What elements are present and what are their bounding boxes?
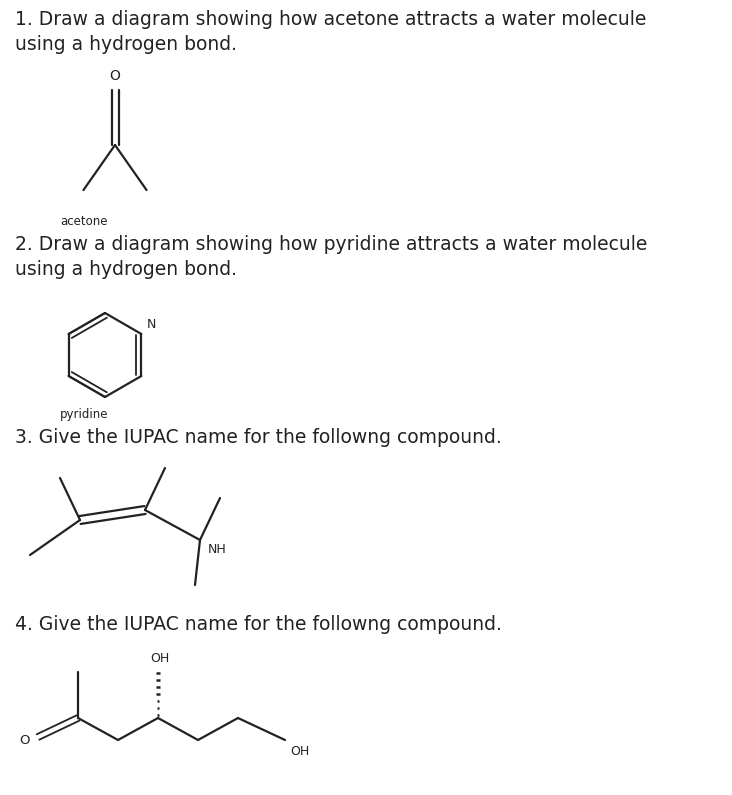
Text: N: N [146, 318, 156, 331]
Text: pyridine: pyridine [60, 408, 108, 421]
Text: NH: NH [208, 543, 227, 556]
Text: 2. Draw a diagram showing how pyridine attracts a water molecule
using a hydroge: 2. Draw a diagram showing how pyridine a… [15, 235, 647, 279]
Text: 3. Give the IUPAC name for the followng compound.: 3. Give the IUPAC name for the followng … [15, 428, 501, 447]
Text: 1. Draw a diagram showing how acetone attracts a water molecule
using a hydrogen: 1. Draw a diagram showing how acetone at… [15, 10, 646, 54]
Text: OH: OH [290, 745, 309, 758]
Text: acetone: acetone [60, 215, 108, 228]
Text: 4. Give the IUPAC name for the followng compound.: 4. Give the IUPAC name for the followng … [15, 615, 502, 634]
Text: O: O [20, 734, 30, 747]
Text: O: O [110, 69, 121, 83]
Text: OH: OH [150, 652, 170, 665]
